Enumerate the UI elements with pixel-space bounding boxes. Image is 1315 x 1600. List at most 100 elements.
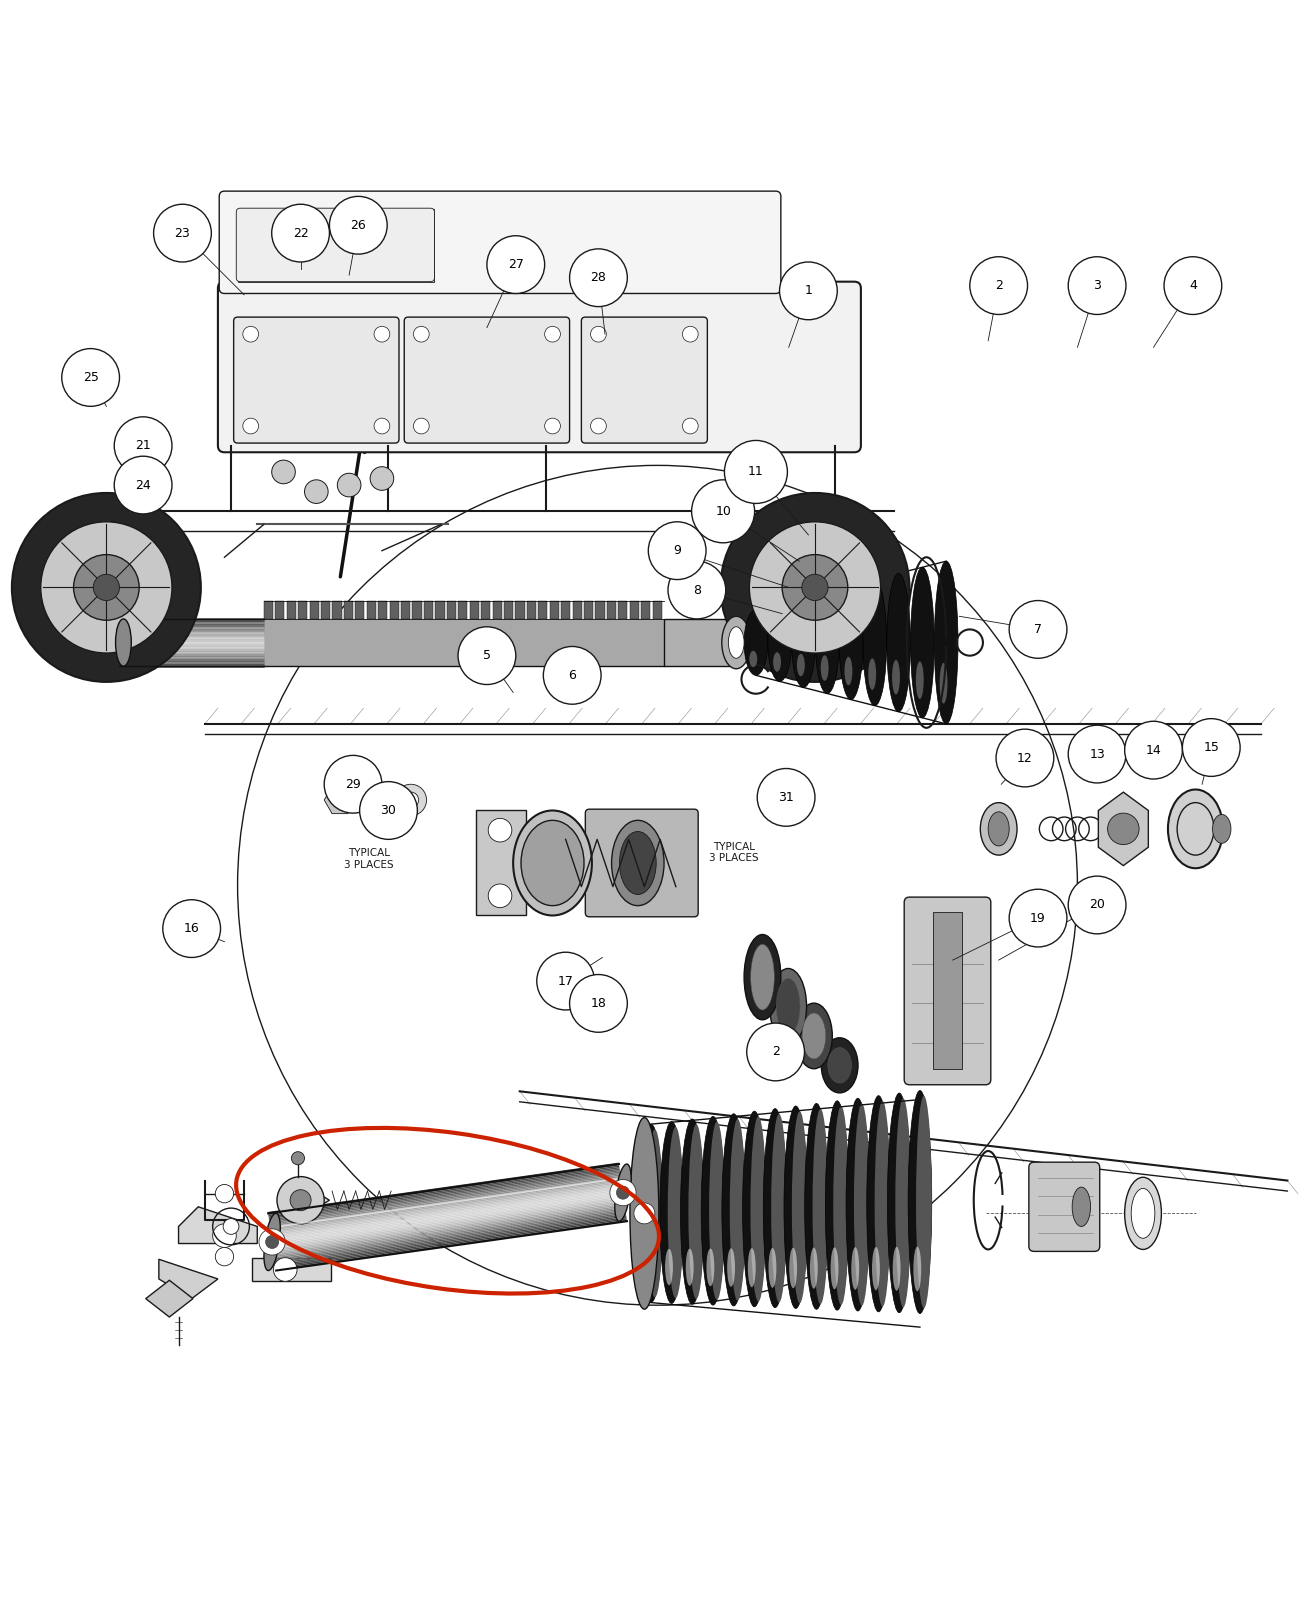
- Polygon shape: [268, 1168, 619, 1219]
- Ellipse shape: [630, 1117, 659, 1309]
- Ellipse shape: [910, 568, 934, 718]
- Circle shape: [1107, 813, 1139, 845]
- Polygon shape: [1098, 792, 1148, 866]
- Polygon shape: [550, 600, 559, 619]
- Circle shape: [359, 782, 417, 840]
- FancyBboxPatch shape: [218, 282, 861, 453]
- Circle shape: [154, 205, 212, 262]
- Bar: [934, 912, 963, 1069]
- Polygon shape: [179, 1206, 258, 1243]
- Circle shape: [272, 461, 296, 483]
- Polygon shape: [268, 1165, 619, 1214]
- Ellipse shape: [834, 1106, 849, 1306]
- Polygon shape: [275, 600, 284, 619]
- FancyBboxPatch shape: [581, 317, 707, 443]
- Ellipse shape: [844, 658, 852, 685]
- Polygon shape: [276, 1219, 627, 1270]
- Polygon shape: [389, 600, 398, 619]
- Ellipse shape: [872, 1246, 880, 1290]
- Polygon shape: [270, 1178, 621, 1229]
- Circle shape: [544, 326, 560, 342]
- Circle shape: [291, 1190, 312, 1211]
- Text: 19: 19: [1030, 912, 1045, 925]
- Ellipse shape: [763, 1109, 786, 1307]
- Polygon shape: [423, 600, 433, 619]
- Ellipse shape: [784, 1106, 807, 1309]
- Circle shape: [213, 1224, 237, 1248]
- Circle shape: [634, 1203, 655, 1224]
- Circle shape: [330, 197, 387, 254]
- Ellipse shape: [639, 1125, 663, 1302]
- Ellipse shape: [743, 1110, 767, 1307]
- Ellipse shape: [851, 1246, 859, 1290]
- Text: 3: 3: [1093, 278, 1101, 293]
- Ellipse shape: [792, 1112, 807, 1304]
- Polygon shape: [271, 1184, 622, 1235]
- Ellipse shape: [668, 1126, 684, 1298]
- Polygon shape: [504, 600, 513, 619]
- Circle shape: [721, 493, 910, 682]
- Polygon shape: [271, 1182, 622, 1234]
- Circle shape: [995, 730, 1053, 787]
- Ellipse shape: [751, 944, 775, 1010]
- Ellipse shape: [789, 1248, 797, 1288]
- Text: 25: 25: [83, 371, 99, 384]
- Circle shape: [1068, 725, 1126, 782]
- Circle shape: [569, 974, 627, 1032]
- Circle shape: [292, 1152, 305, 1165]
- Polygon shape: [274, 1202, 625, 1253]
- Polygon shape: [275, 1213, 626, 1262]
- Ellipse shape: [744, 934, 781, 1019]
- Circle shape: [1124, 722, 1182, 779]
- Text: 31: 31: [778, 790, 794, 803]
- Polygon shape: [274, 1203, 625, 1254]
- Ellipse shape: [888, 1093, 911, 1312]
- Text: 12: 12: [1016, 752, 1032, 765]
- Text: 30: 30: [380, 803, 396, 818]
- Polygon shape: [268, 1165, 619, 1216]
- Polygon shape: [379, 600, 388, 619]
- Circle shape: [272, 205, 330, 262]
- Ellipse shape: [1131, 1189, 1155, 1238]
- Polygon shape: [413, 600, 422, 619]
- Ellipse shape: [619, 832, 656, 894]
- Ellipse shape: [867, 1096, 890, 1312]
- Circle shape: [277, 1176, 325, 1224]
- Circle shape: [780, 262, 838, 320]
- Circle shape: [488, 883, 512, 907]
- Ellipse shape: [810, 1248, 818, 1288]
- Polygon shape: [321, 600, 330, 619]
- Circle shape: [488, 818, 512, 842]
- Circle shape: [266, 1235, 279, 1248]
- Polygon shape: [268, 1166, 619, 1218]
- Circle shape: [782, 555, 848, 621]
- Ellipse shape: [722, 1114, 746, 1306]
- Circle shape: [243, 418, 259, 434]
- Ellipse shape: [744, 610, 768, 675]
- Circle shape: [402, 792, 418, 808]
- Circle shape: [163, 899, 221, 957]
- Polygon shape: [562, 600, 571, 619]
- Circle shape: [802, 574, 828, 600]
- Polygon shape: [270, 1171, 621, 1222]
- Text: 18: 18: [590, 997, 606, 1010]
- Text: 9: 9: [673, 544, 681, 557]
- Ellipse shape: [914, 1246, 922, 1291]
- Circle shape: [74, 555, 139, 621]
- Circle shape: [668, 562, 726, 619]
- Circle shape: [224, 1219, 239, 1234]
- Polygon shape: [572, 600, 581, 619]
- Text: 21: 21: [135, 438, 151, 453]
- Polygon shape: [333, 600, 342, 619]
- Circle shape: [373, 326, 389, 342]
- Polygon shape: [271, 1187, 622, 1238]
- Ellipse shape: [1072, 1187, 1090, 1227]
- Circle shape: [216, 1184, 234, 1203]
- Ellipse shape: [665, 1250, 673, 1285]
- Circle shape: [1164, 256, 1222, 315]
- Text: 14: 14: [1145, 744, 1161, 757]
- Polygon shape: [584, 600, 593, 619]
- Circle shape: [325, 755, 381, 813]
- Text: TYPICAL
3 PLACES: TYPICAL 3 PLACES: [709, 842, 759, 864]
- Ellipse shape: [797, 654, 805, 677]
